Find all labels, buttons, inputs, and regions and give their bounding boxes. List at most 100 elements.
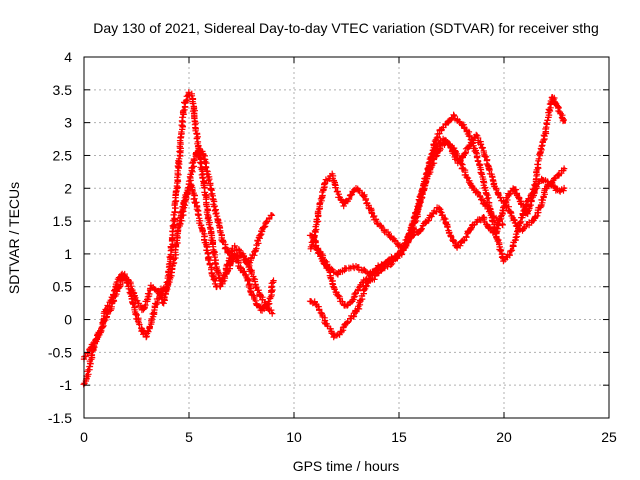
data-point xyxy=(458,121,462,124)
y-tick-label: 2.5 xyxy=(53,147,73,163)
data-point xyxy=(439,144,443,147)
data-point xyxy=(345,305,348,308)
data-point xyxy=(194,121,197,124)
data-point xyxy=(318,206,321,210)
data-point xyxy=(206,173,210,177)
data-point xyxy=(364,278,367,282)
data-point xyxy=(339,298,342,302)
series-trace-b xyxy=(80,180,276,388)
data-point xyxy=(500,200,504,203)
data-point xyxy=(141,308,144,311)
data-point xyxy=(477,160,480,164)
data-point xyxy=(271,278,275,282)
data-point xyxy=(154,305,157,308)
data-point xyxy=(255,285,258,288)
data-point xyxy=(351,315,354,318)
data-point xyxy=(513,187,516,190)
data-point xyxy=(345,321,348,325)
data-point xyxy=(387,233,390,236)
data-point xyxy=(336,193,340,197)
data-point xyxy=(540,177,543,180)
data-point xyxy=(450,236,453,239)
grid-lines xyxy=(84,57,609,418)
data-point xyxy=(458,160,462,164)
data-point xyxy=(408,233,411,236)
data-point xyxy=(190,95,194,98)
data-point xyxy=(324,180,327,183)
data-point xyxy=(326,265,329,269)
data-point xyxy=(370,272,373,275)
data-point xyxy=(116,278,119,282)
data-point xyxy=(156,288,159,292)
chart-title: Day 130 of 2021, Sidereal Day-to-day VTE… xyxy=(93,20,599,36)
data-point xyxy=(215,285,218,288)
data-point xyxy=(198,147,201,151)
y-tick-label: 1.5 xyxy=(53,213,73,229)
data-point xyxy=(320,252,323,256)
data-point xyxy=(452,114,455,118)
data-point xyxy=(202,180,205,183)
data-point xyxy=(544,187,548,190)
data-point xyxy=(395,255,399,259)
data-point xyxy=(309,246,312,249)
data-point xyxy=(414,213,417,216)
data-point xyxy=(135,315,138,318)
data-point xyxy=(538,154,541,157)
y-tick-label: 1 xyxy=(64,246,72,262)
data-point xyxy=(210,239,214,242)
data-point xyxy=(551,95,554,98)
y-tick-label: 2 xyxy=(64,180,72,196)
data-point xyxy=(490,213,493,216)
data-point xyxy=(248,285,252,288)
data-point xyxy=(376,272,380,275)
x-tick-label: 0 xyxy=(80,429,88,445)
data-point xyxy=(309,298,312,302)
data-point xyxy=(336,272,340,275)
data-point xyxy=(433,157,436,160)
data-point xyxy=(244,272,247,275)
data-point xyxy=(563,167,567,170)
data-point xyxy=(471,187,474,190)
data-point xyxy=(471,141,474,144)
data-point xyxy=(145,334,149,338)
data-point xyxy=(383,265,386,269)
data-point xyxy=(221,239,224,242)
data-point xyxy=(257,305,260,308)
data-point xyxy=(343,269,346,272)
data-point xyxy=(141,331,144,334)
data-point xyxy=(481,147,485,151)
data-point xyxy=(173,259,176,262)
data-point xyxy=(483,187,487,190)
data-point xyxy=(202,233,205,236)
x-axis-ticks: 0 5 10 15 20 25 xyxy=(80,57,617,445)
y-tick-label: -1 xyxy=(60,377,73,393)
data-point xyxy=(355,265,359,269)
data-point xyxy=(265,219,268,223)
data-point xyxy=(166,285,170,288)
data-point xyxy=(229,262,233,265)
data-point xyxy=(370,278,373,282)
data-point xyxy=(240,269,243,272)
data-point xyxy=(475,134,478,137)
data-point xyxy=(343,203,346,206)
data-point xyxy=(87,370,90,374)
y-tick-label: 3 xyxy=(64,115,72,131)
data-point xyxy=(538,206,541,210)
series-trace-c xyxy=(175,146,276,267)
data-point xyxy=(313,233,317,236)
data-point xyxy=(103,311,107,315)
data-point xyxy=(437,206,441,210)
data-point xyxy=(546,180,550,183)
data-point xyxy=(376,265,380,269)
data-point xyxy=(185,193,189,197)
data-point xyxy=(219,285,222,288)
data-point xyxy=(313,301,317,305)
data-point xyxy=(227,252,231,256)
data-point xyxy=(99,328,103,331)
data-point xyxy=(240,252,243,256)
data-point xyxy=(357,305,361,308)
data-point xyxy=(513,219,516,223)
data-point xyxy=(261,308,264,311)
data-point xyxy=(162,301,165,305)
series-trace-g xyxy=(311,139,506,309)
